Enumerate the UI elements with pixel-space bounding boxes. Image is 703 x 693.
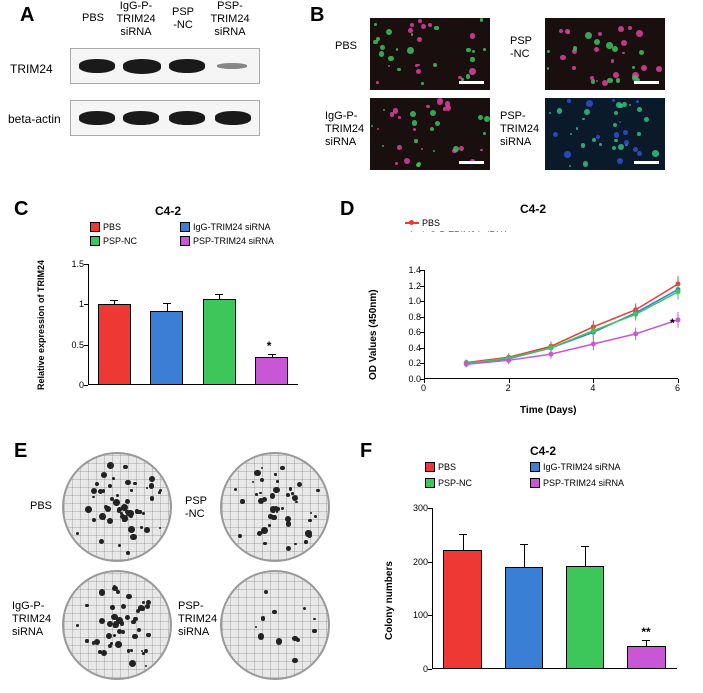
legend-c-1: PSP-NC (90, 236, 137, 246)
chart-d-title: C4-2 (520, 202, 546, 216)
wb-band (79, 111, 115, 125)
legend-c-0: PBS (90, 222, 121, 232)
chart-d-xlabel: Time (Days) (520, 405, 577, 416)
petri-label-3: PSP- TRIM24 siRNA (178, 600, 217, 640)
wb-band (217, 63, 247, 69)
legend-text: PSP-NC (103, 236, 137, 246)
micro-label-2: IgG-P- TRIM24 siRNA (325, 110, 364, 150)
legend-text: PBS (438, 462, 456, 472)
legend-c-2: IgG-TRIM24 siRNA (180, 222, 271, 232)
micro-label-0: PBS (335, 40, 357, 53)
scale-bar (634, 81, 659, 84)
legend-text: IgG-TRIM24 siRNA (543, 462, 621, 472)
panel-f-label: F (360, 440, 372, 463)
chart-d-area: 0.00.20.40.60.81.01.21.40246* (398, 232, 688, 397)
wb-row-trim24: TRIM24 (10, 62, 53, 76)
wb-band (123, 59, 161, 74)
wb-band (169, 59, 205, 73)
petri-pspnc (220, 452, 330, 562)
legend-f-0: PBS (425, 462, 456, 472)
chart-f-area: 0100200300** (412, 498, 687, 683)
legend-text: PSP-TRIM24 siRNA (543, 478, 624, 488)
wb-band (79, 59, 115, 73)
wb-band (123, 111, 159, 125)
legend-f-1: PSP-NC (425, 478, 472, 488)
legend-f-2: IgG-TRIM24 siRNA (530, 462, 621, 472)
micro-label-1: PSP -NC (510, 35, 532, 61)
legend-f-3: PSP-TRIM24 siRNA (530, 478, 624, 488)
micro-pbs (370, 18, 490, 90)
micro-igg (370, 98, 490, 170)
legend-text: PBS (103, 222, 121, 232)
legend-text: PSP-NC (438, 478, 472, 488)
wb-row-actin: beta-actin (8, 112, 61, 126)
legend-d-0: PBS (405, 218, 440, 228)
legend-text: PSP-TRIM24 siRNA (193, 236, 274, 246)
wb-band (215, 111, 251, 125)
chart-c-title: C4-2 (155, 204, 181, 218)
chart-f-title: C4-2 (530, 444, 556, 458)
chart-f-ylabel: Colony numbers (384, 530, 395, 640)
lane-label-3: PSP- TRIM24 siRNA (206, 0, 254, 40)
petri-psp (220, 570, 330, 680)
wb-trim24-box (70, 48, 260, 84)
petri-pbs (62, 452, 172, 562)
chart-d-ylabel: OD Values (450nm) (368, 250, 379, 380)
panel-c-label: C (14, 198, 28, 221)
petri-label-1: PSP -NC (185, 495, 207, 521)
panel-d-label: D (340, 198, 354, 221)
micro-psp (545, 98, 665, 170)
lane-label-1: IgG-P- TRIM24 siRNA (112, 0, 160, 40)
panel-a-label: A (20, 4, 34, 27)
petri-igg (62, 570, 172, 680)
scale-bar (459, 81, 484, 84)
chart-c-area: 00.511.5* (68, 254, 308, 399)
panel-e-label: E (14, 440, 27, 463)
legend-text: IgG-TRIM24 siRNA (193, 222, 271, 232)
scale-bar (459, 161, 484, 164)
petri-label-2: IgG-P- TRIM24 siRNA (12, 600, 51, 640)
lane-label-0: PBS (78, 12, 108, 25)
micro-label-3: PSP- TRIM24 siRNA (500, 110, 539, 150)
petri-label-0: PBS (30, 500, 52, 513)
micro-pspnc (545, 18, 665, 90)
wb-actin-box (70, 100, 260, 136)
lane-label-2: PSP -NC (168, 6, 198, 32)
scale-bar (634, 161, 659, 164)
panel-b-label: B (310, 4, 324, 27)
legend-c-3: PSP-TRIM24 siRNA (180, 236, 274, 246)
chart-c-ylabel: Relative expression of TRIM24 (36, 240, 46, 390)
legend-text: PBS (422, 218, 440, 228)
wb-band (169, 111, 205, 125)
